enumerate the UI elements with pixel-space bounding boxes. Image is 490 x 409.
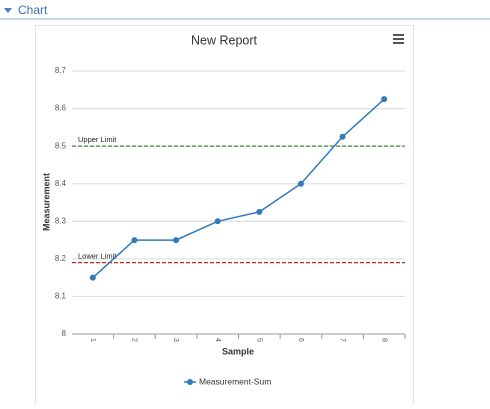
x-tick-label: 4 [214,338,221,342]
data-point [381,96,388,103]
x-tick-label: 1 [89,338,96,342]
y-tick-label: 8 [62,329,67,338]
legend-marker [187,379,193,385]
data-point [89,274,96,281]
x-tick-label: 5 [255,338,262,342]
x-tick-label: 3 [172,338,179,342]
data-point [297,180,304,187]
series-line [92,98,385,279]
y-tick-label: 8.7 [55,66,67,75]
x-axis-label: Sample [222,346,254,356]
y-tick-label: 8.2 [55,254,67,263]
data-point [131,237,138,244]
chart-title: New Report [191,33,258,47]
panel-title[interactable]: Chart [18,3,48,17]
data-point [173,237,180,244]
y-axis-label: Measurement [41,173,51,231]
y-tick-label: 8.4 [55,179,67,188]
legend-label: Measurement-Sum [199,376,271,386]
y-tick-label: 8.5 [55,141,67,150]
reference-label: Upper Limit [78,135,117,144]
data-point [339,133,346,140]
data-point [214,218,221,225]
y-tick-label: 8.6 [55,104,67,113]
x-tick-label: 2 [131,338,138,342]
x-tick-label: 6 [297,338,304,342]
menu-icon[interactable] [393,34,404,44]
y-tick-label: 8.1 [55,292,67,301]
reference-label: Lower Limit [78,252,117,261]
y-tick-label: 8.3 [55,216,67,225]
x-tick-label: 8 [380,338,387,342]
data-point [256,208,263,215]
x-tick-label: 7 [339,338,346,342]
collapse-icon[interactable] [4,8,12,13]
